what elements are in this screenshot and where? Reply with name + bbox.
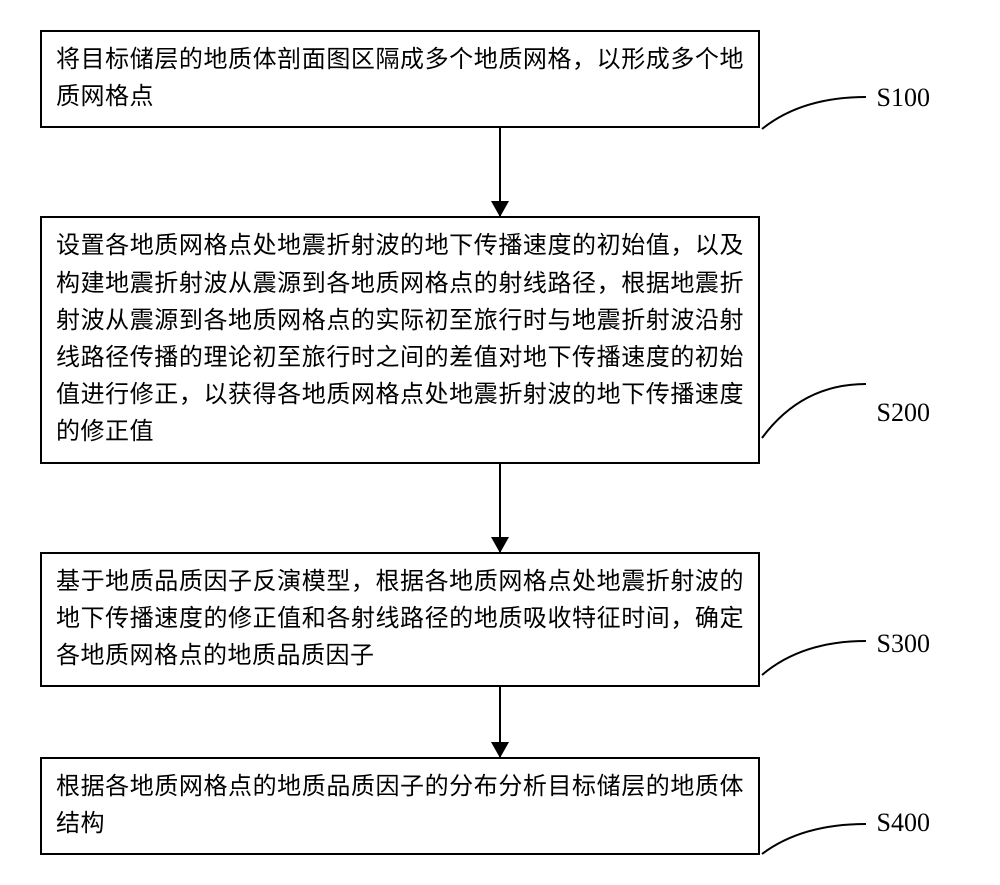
step-label: S100 [877,83,930,113]
arrow-down [140,128,860,216]
step-label: S200 [877,398,930,428]
step-label: S400 [877,808,930,838]
connector-curve [760,818,870,882]
arrow-down [140,464,860,552]
flow-step-S100: 将目标储层的地质体剖面图区隔成多个地质网格，以形成多个地质网格点 S100 [40,30,960,128]
flow-step-S200: 设置各地质网格点处地震折射波的地下传播速度的初始值，以及构建地震折射波从震源到各… [40,216,960,463]
flow-step-S400: 根据各地质网格点的地质品质因子的分布分析目标储层的地质体结构 S400 [40,757,960,855]
step-label: S300 [877,629,930,659]
step-box: 将目标储层的地质体剖面图区隔成多个地质网格，以形成多个地质网格点 [40,30,760,128]
connector-curve [760,635,870,705]
step-box: 设置各地质网格点处地震折射波的地下传播速度的初始值，以及构建地震折射波从震源到各… [40,216,760,463]
connector-curve [760,378,870,458]
step-box: 根据各地质网格点的地质品质因子的分布分析目标储层的地质体结构 [40,757,760,855]
flow-step-S300: 基于地质品质因子反演模型，根据各地质网格点处地震折射波的地下传播速度的修正值和各… [40,552,960,688]
arrow-down [140,687,860,757]
step-box: 基于地质品质因子反演模型，根据各地质网格点处地震折射波的地下传播速度的修正值和各… [40,552,760,688]
flowchart-container: 将目标储层的地质体剖面图区隔成多个地质网格，以形成多个地质网格点 S100 设置各地… [40,30,960,855]
connector-curve [760,91,870,155]
